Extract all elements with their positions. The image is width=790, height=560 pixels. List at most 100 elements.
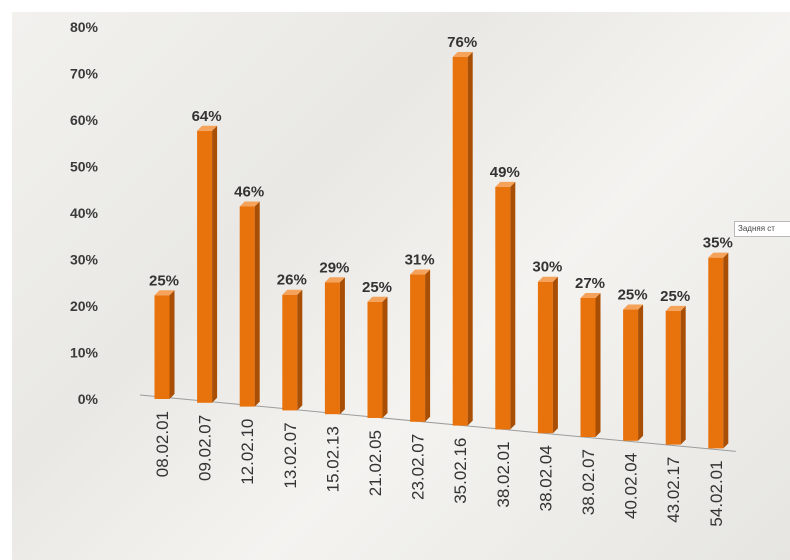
y-tick-label: 70% — [70, 66, 99, 82]
bar-front — [452, 57, 468, 426]
bar — [239, 201, 260, 407]
baseline — [139, 394, 736, 452]
y-tick-label: 0% — [78, 391, 99, 407]
data-label: 27% — [575, 275, 605, 292]
data-label: 25% — [362, 279, 392, 296]
bar — [537, 276, 558, 434]
data-label: 25% — [618, 287, 648, 304]
bar-side — [339, 277, 345, 415]
x-axis: 08.02.01 09.02.07 12.02.10 13.02.07 15.02.13… — [153, 411, 726, 527]
x-tick-label: 21.02.05 — [366, 430, 385, 496]
bar-chart: 0%10%20%30%40%50%60%70%80% 25%64%46%26%2… — [70, 19, 736, 527]
data-label: 49% — [490, 164, 520, 181]
bar-top — [282, 289, 303, 295]
bar-top — [239, 201, 260, 207]
bar-top — [154, 290, 175, 296]
bar-side — [595, 292, 601, 437]
bar-top — [537, 276, 558, 282]
bar-side — [510, 181, 516, 430]
data-label: 35% — [703, 235, 733, 252]
bar-side — [723, 252, 729, 449]
bar — [282, 289, 303, 411]
bar-front — [708, 257, 724, 449]
bar-side — [169, 290, 175, 399]
bar-front — [537, 281, 553, 434]
data-label: 46% — [234, 184, 264, 201]
data-label: 26% — [277, 272, 307, 289]
x-tick-label: 38.02.04 — [536, 445, 555, 511]
bar-front — [197, 130, 213, 403]
x-tick-label: 09.02.07 — [196, 415, 215, 481]
bar-front — [580, 297, 596, 437]
x-tick-label: 43.02.17 — [664, 457, 683, 523]
x-tick-label: 54.02.01 — [707, 460, 726, 526]
bar-side — [680, 305, 686, 445]
y-tick-label: 40% — [70, 205, 99, 221]
x-tick-label: 40.02.04 — [622, 453, 641, 519]
bar — [495, 181, 516, 430]
data-label: 25% — [660, 288, 690, 305]
bar-front — [154, 295, 170, 399]
bar-top — [197, 125, 218, 131]
data-label: 31% — [405, 252, 435, 269]
x-tick-label: 08.02.01 — [153, 411, 172, 477]
bar-front — [239, 206, 255, 407]
bar-side — [638, 304, 644, 441]
bar — [324, 277, 345, 415]
data-label: 76% — [447, 34, 477, 51]
bar-front — [410, 274, 426, 422]
data-label: 64% — [192, 108, 222, 125]
bar-top — [665, 305, 686, 311]
bar-top — [324, 277, 345, 283]
bar-side — [425, 269, 431, 422]
y-tick-label: 60% — [70, 112, 99, 128]
bar-top — [495, 181, 516, 187]
x-tick-label: 13.02.07 — [281, 422, 300, 488]
y-axis: 0% 10% 20% 30% 40% 50% 60% 70% 80% — [70, 19, 99, 407]
bar-front — [282, 294, 298, 411]
bar-front — [665, 310, 681, 445]
bar-side — [552, 276, 558, 434]
bar-top — [367, 296, 388, 302]
data-label: 30% — [532, 259, 562, 276]
x-tick-label: 15.02.13 — [323, 426, 342, 492]
bar — [708, 252, 729, 449]
y-tick-label: 10% — [70, 345, 99, 361]
bar — [623, 304, 644, 441]
bar — [154, 290, 175, 399]
data-labels: 25% 64% 46% 26% 29% 25% 31% 76% 49% 30% 27% 25% 25% 3… — [149, 34, 733, 305]
bars — [154, 52, 729, 449]
y-tick-label: 20% — [70, 298, 99, 314]
bar-side — [382, 296, 388, 418]
bar — [580, 292, 601, 437]
bar-side — [467, 52, 473, 426]
bar-top — [580, 292, 601, 298]
bar-side — [254, 201, 260, 407]
bar-top — [410, 269, 431, 275]
bar — [452, 52, 473, 426]
bar-side — [212, 125, 218, 403]
bar — [665, 305, 686, 445]
bar — [410, 269, 431, 422]
x-tick-label: 38.02.01 — [494, 441, 513, 507]
x-tick-label: 12.02.10 — [238, 419, 257, 485]
bar-front — [367, 301, 383, 418]
data-label: 25% — [149, 272, 179, 289]
y-tick-label: 30% — [70, 252, 99, 268]
bar — [197, 125, 218, 403]
data-label: 29% — [319, 259, 349, 276]
bar — [367, 296, 388, 418]
x-tick-label: 38.02.07 — [579, 449, 598, 515]
tooltip: Задняя ст — [734, 221, 790, 237]
bar-top — [623, 304, 644, 310]
bar-front — [324, 282, 340, 415]
bar-front — [623, 309, 639, 441]
x-tick-label: 35.02.16 — [451, 438, 470, 504]
bar-top — [452, 52, 473, 57]
x-tick-label: 23.02.07 — [409, 434, 428, 500]
chart-area: 0% 10% 20% 30% 40% 50% 60% 70% 80% 25% 64% 46% 26% 2… — [12, 12, 790, 560]
y-tick-label: 50% — [70, 159, 99, 175]
x-axis-line — [139, 394, 736, 452]
bar-top — [708, 252, 729, 258]
bar-front — [495, 186, 511, 430]
